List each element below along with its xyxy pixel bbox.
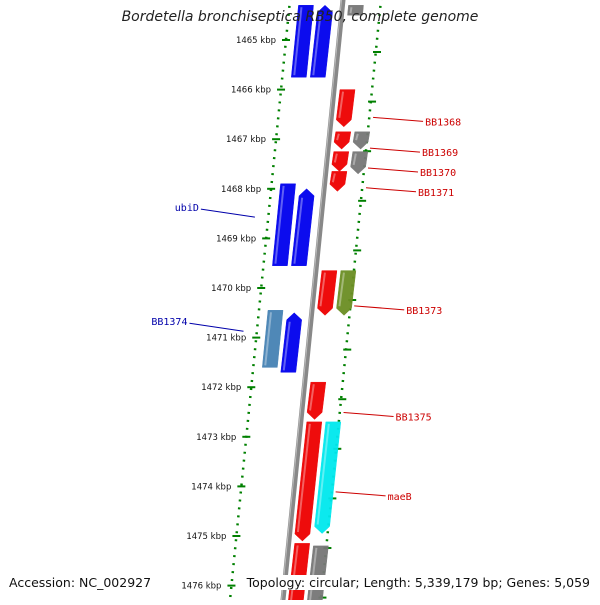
tick-label: 1467 kbp <box>226 135 266 145</box>
gene-label-leader <box>354 305 405 311</box>
gene-label: ubiD <box>175 203 199 214</box>
gene-label: BB1371 <box>418 188 454 199</box>
genome-backbone <box>279 0 346 605</box>
tick-label: 1465 kbp <box>236 36 276 46</box>
gene-feature <box>314 421 342 534</box>
gene-feature-highlight <box>282 321 291 371</box>
gene-feature-highlight <box>349 7 353 14</box>
gene-label-leader <box>189 322 244 332</box>
tick-label: 1475 kbp <box>186 532 226 542</box>
map-title: Bordetella bronchiseptica RB50, complete… <box>121 9 479 25</box>
gene-feature <box>291 188 315 266</box>
gene-feature <box>333 131 352 150</box>
gene-feature <box>310 4 333 78</box>
gene-feature-highlight <box>293 197 304 264</box>
tick-label: 1466 kbp <box>231 86 271 96</box>
gene-feature-highlight <box>316 423 330 525</box>
gene-feature-highlight <box>264 312 272 366</box>
gene-feature-highlight <box>296 423 311 533</box>
gene-feature <box>272 183 296 266</box>
gene-feature-highlight <box>336 133 340 141</box>
gene-feature-highlight <box>289 545 299 602</box>
gene-feature <box>329 171 348 192</box>
tick-label: 1470 kbp <box>211 284 251 294</box>
gene-label-leader <box>335 491 386 497</box>
gene-label: BB1373 <box>406 306 442 317</box>
tick-label: 1476 kbp <box>181 582 221 592</box>
gene-label-leader <box>343 411 394 417</box>
gene-feature-highlight <box>338 91 345 118</box>
gene-label-leader <box>369 147 421 153</box>
tick-label: 1468 kbp <box>221 185 261 195</box>
gene-feature <box>262 310 284 368</box>
gene-feature-highlight <box>309 384 315 411</box>
tick-label: 1472 kbp <box>201 383 241 393</box>
gene-feature-highlight <box>308 547 318 602</box>
gene-feature <box>347 5 364 16</box>
tick-label: 1469 kbp <box>216 234 256 244</box>
gene-feature <box>306 381 327 420</box>
gene-feature-highlight <box>293 7 303 76</box>
accession-text: Accession: NC_002927 <box>7 575 154 590</box>
gene-label: BB1374 <box>151 317 187 328</box>
genome-summary-text: Topology: circular; Length: 5,339,179 bp… <box>244 575 592 590</box>
gene-feature <box>291 5 314 78</box>
gene-feature <box>331 151 350 172</box>
gene-label: maeB <box>388 492 412 503</box>
gene-feature <box>336 270 357 316</box>
gene-feature-highlight <box>338 272 345 307</box>
gene-feature-highlight <box>355 133 359 141</box>
gene-feature-highlight <box>319 272 326 307</box>
tick-label: 1471 kbp <box>206 334 246 344</box>
gene-feature-highlight <box>274 185 285 264</box>
gene-label-leader <box>373 116 424 122</box>
gene-feature <box>336 89 356 128</box>
tick-label: 1473 kbp <box>196 433 236 443</box>
gene-feature <box>352 131 371 150</box>
gene-label: BB1375 <box>396 412 432 423</box>
gene-feature-highlight <box>312 14 322 76</box>
gene-label: BB1368 <box>425 117 461 128</box>
gene-label: BB1369 <box>422 148 458 159</box>
gene-feature <box>280 312 302 373</box>
gene-label-leader <box>200 208 255 218</box>
gene-feature-highlight <box>352 153 357 166</box>
gene-label: BB1370 <box>420 168 456 179</box>
gene-feature <box>317 270 338 316</box>
gene-feature <box>294 421 323 542</box>
genome-backbone-highlight <box>280 0 343 605</box>
gene-feature-highlight <box>331 173 336 183</box>
gene-label-leader <box>365 187 417 193</box>
gene-label-leader <box>367 167 419 173</box>
gene-feature <box>350 151 369 175</box>
tick-label: 1474 kbp <box>191 482 231 492</box>
gene-feature-highlight <box>333 153 338 163</box>
